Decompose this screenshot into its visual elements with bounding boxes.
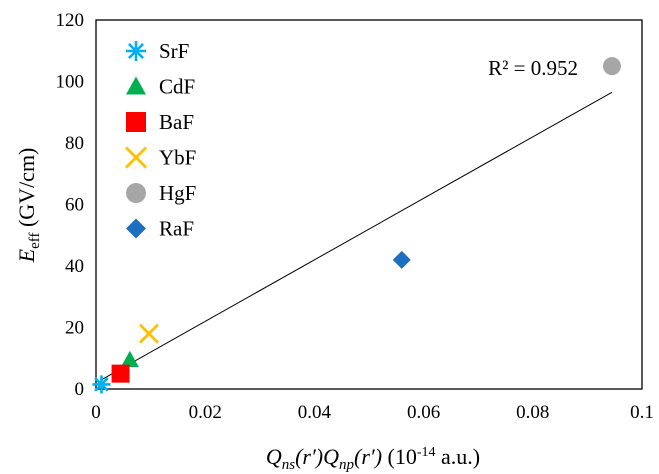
y-tick-label-1: 20 xyxy=(65,318,84,339)
legend-marker-hgf xyxy=(126,183,146,203)
legend: SrF CdF BaF YbF HgF RaF xyxy=(125,39,196,241)
x-tick-label-5: 0.1 xyxy=(630,402,654,423)
point-cdf xyxy=(120,350,139,367)
x-tick-label-3: 0.06 xyxy=(407,402,440,423)
y-tick-label-6: 120 xyxy=(56,10,85,31)
legend-marker-raf xyxy=(126,218,146,239)
gridlines xyxy=(96,81,642,328)
y-tick-labels: 0 20 40 60 80 100 120 xyxy=(56,10,85,400)
x-axis-title: Qns(r′)Qnp(r′) (10-14 a.u.) xyxy=(266,444,480,473)
legend-label-srf: SrF xyxy=(159,39,189,63)
legend-label-raf: RaF xyxy=(159,217,194,241)
x-tick-label-0: 0 xyxy=(91,402,101,423)
data-points xyxy=(92,57,621,394)
y-tick-label-3: 60 xyxy=(65,195,84,216)
point-raf xyxy=(392,250,411,269)
x-tick-label-2: 0.04 xyxy=(298,402,332,423)
y-tick-label-0: 0 xyxy=(75,379,85,400)
point-baf xyxy=(111,364,130,383)
x-tick-label-1: 0.02 xyxy=(189,402,222,423)
trendline xyxy=(101,91,613,381)
legend-marker-baf xyxy=(126,112,146,132)
plot-area-frame xyxy=(95,19,643,390)
point-hgf xyxy=(602,57,621,76)
legend-label-hgf: HgF xyxy=(159,181,196,205)
legend-marker-srf xyxy=(126,41,146,61)
legend-marker-cdf xyxy=(126,76,146,95)
y-tick-label-5: 100 xyxy=(56,72,85,93)
legend-label-ybf: YbF xyxy=(159,146,196,170)
point-ybf xyxy=(138,323,159,344)
r-squared-label: R² = 0.952 xyxy=(488,56,578,80)
point-srf xyxy=(92,375,111,394)
y-tick-label-2: 40 xyxy=(65,256,84,277)
x-tick-labels: 0 0.02 0.04 0.06 0.08 0.1 xyxy=(91,402,654,423)
legend-label-cdf: CdF xyxy=(159,75,195,99)
legend-marker-ybf xyxy=(125,146,147,169)
y-tick-label-4: 80 xyxy=(65,133,84,154)
y-axis-title: Eeff (GV/cm) xyxy=(14,148,43,264)
x-tick-label-4: 0.08 xyxy=(516,402,549,423)
legend-label-baf: BaF xyxy=(159,110,194,134)
